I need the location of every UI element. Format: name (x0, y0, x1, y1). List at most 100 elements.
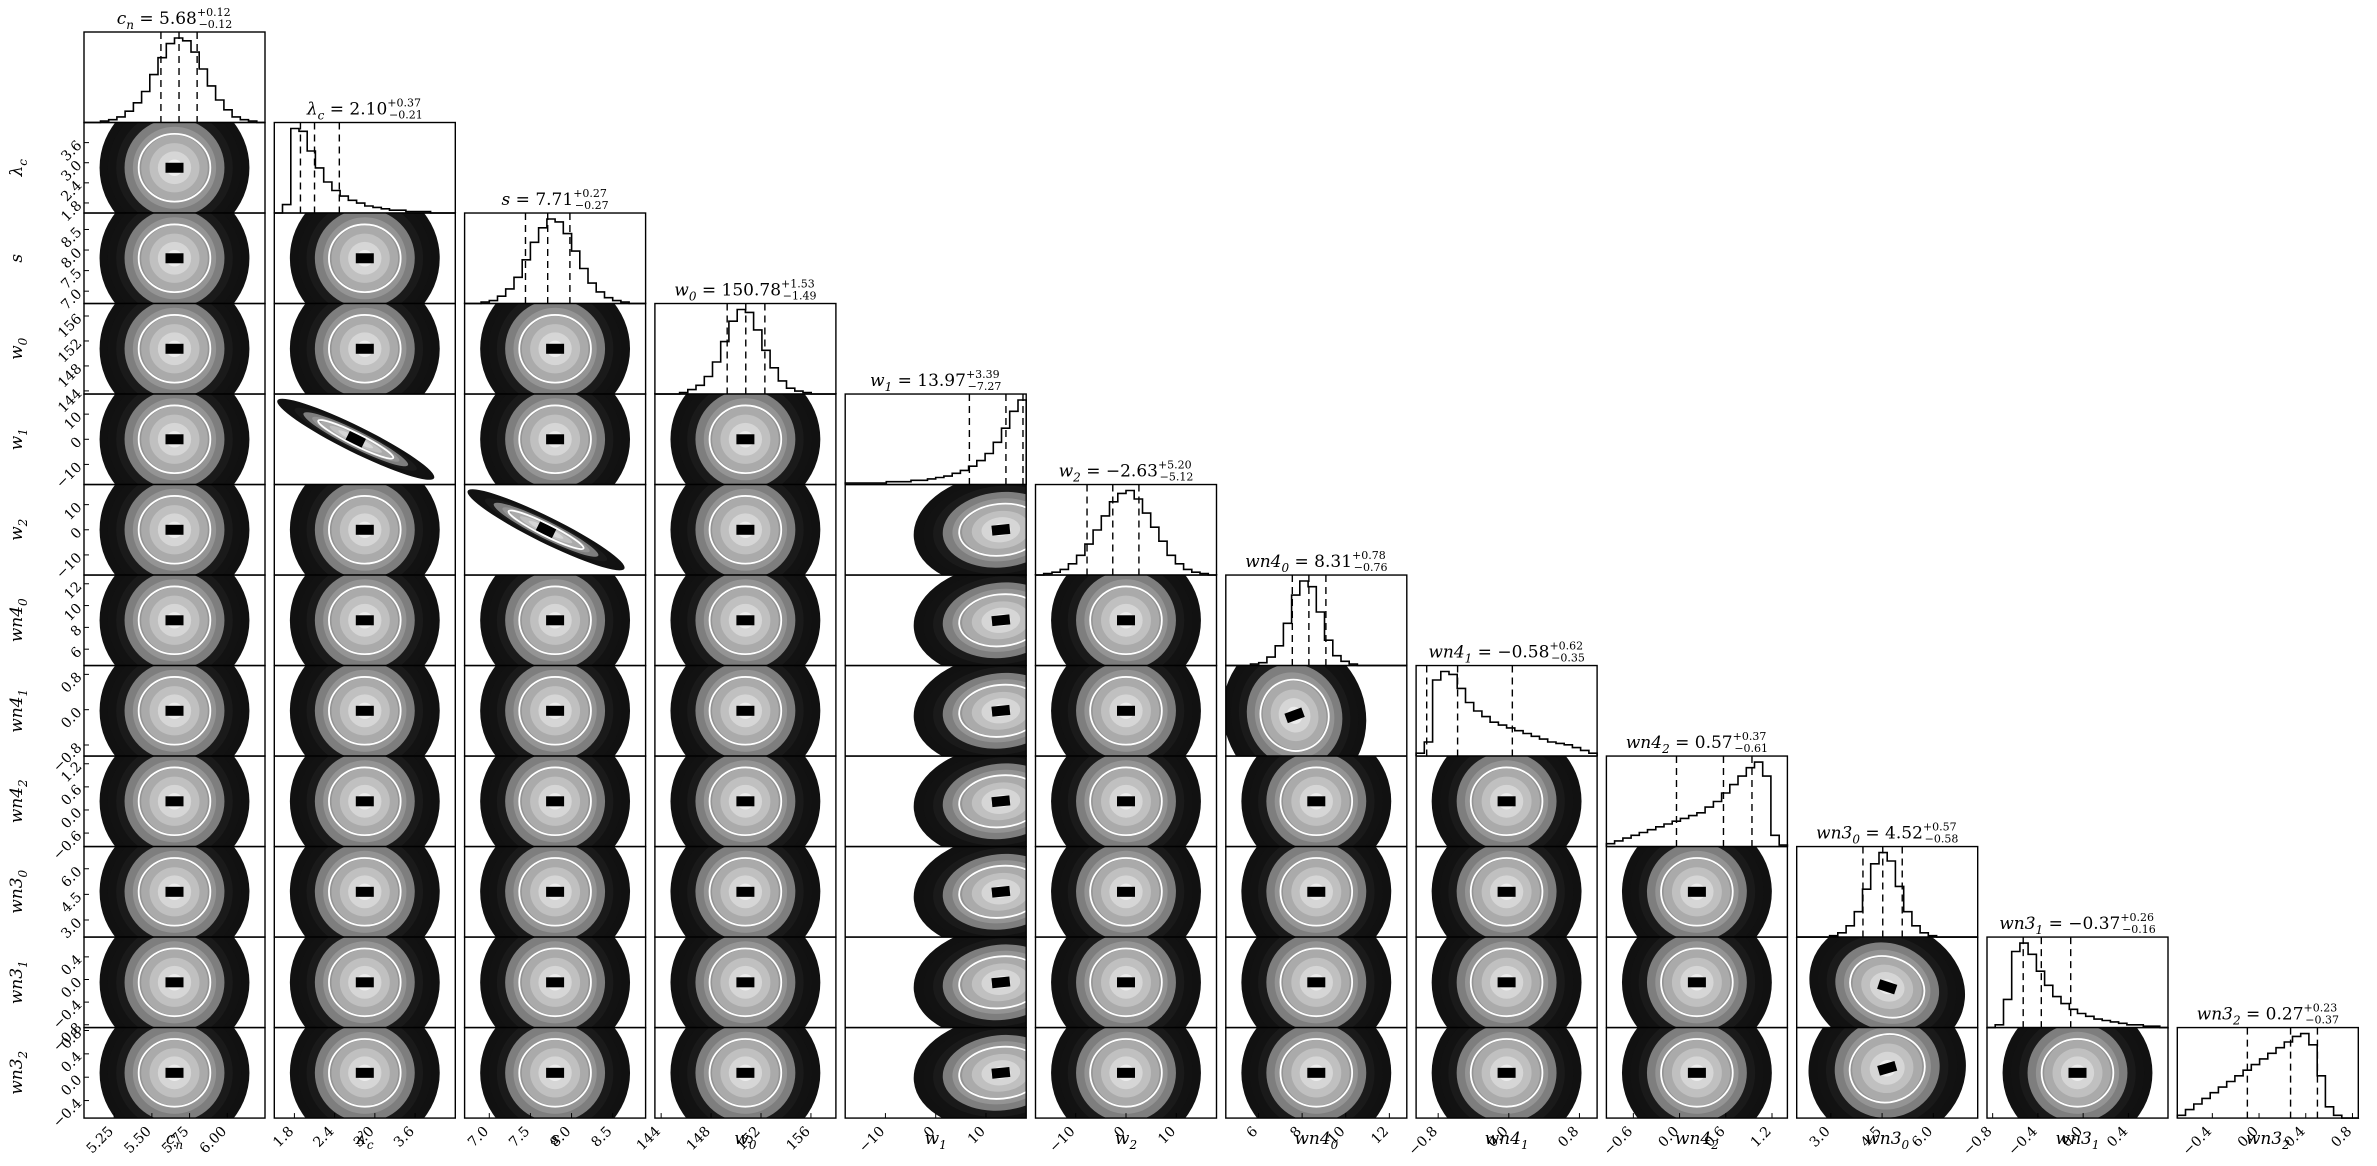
x-tick-label: −10 (1046, 1124, 1078, 1156)
contour-line (1660, 857, 1734, 927)
density-panel-wn4_2-vs-wn3_2 (1605, 1026, 1789, 1119)
x-axis-label-wn4_1: wn41 (1485, 1129, 1529, 1152)
contour-line (1279, 857, 1354, 927)
x-tick-label: 12 (1368, 1124, 1392, 1148)
histogram-c_n (84, 37, 265, 124)
y-tick-label: 0 (68, 434, 86, 452)
histogram-wn3_2 (2176, 1032, 2360, 1119)
y-axis-label-w_2: w2 (7, 519, 30, 541)
density-panel-w_0-vs-wn4_0 (654, 574, 837, 667)
contour-line (1089, 766, 1163, 837)
panel-frame (2176, 1026, 2360, 1119)
histogram-wn3_0 (1795, 851, 1979, 938)
density-peak (1117, 886, 1135, 897)
panel-title-w_0: w0 = 150.78+1.53 −1.49 (674, 278, 816, 304)
density-peak (1687, 977, 1706, 988)
panel-title-wn3_2: wn32 = 0.27+0.23 −0.37 (2197, 1002, 2339, 1028)
contour-line (518, 676, 592, 746)
panel-title-c_n: cn = 5.68+0.12 −0.12 (117, 6, 233, 32)
density-panel-c_n-vs-w_0 (83, 302, 266, 395)
panel-frame (273, 1026, 456, 1119)
density-peak (736, 705, 755, 716)
density-peak (2068, 1067, 2087, 1078)
panel-title-wn4_1: wn41 = −0.58+0.62 −0.35 (1428, 640, 1585, 666)
density-panel-w_1-vs-w_2 (844, 483, 1027, 576)
contour-line (328, 223, 402, 294)
y-tick-label: 0.0 (58, 805, 85, 832)
density-peak (165, 434, 184, 445)
hist-panel-wn4_1: wn41 = −0.58+0.62 −0.35 (1415, 640, 1598, 757)
density-peak (1877, 979, 1898, 995)
x-tick-label: 6.0 (1909, 1124, 1936, 1151)
contour-line (958, 1045, 1027, 1100)
density-peak (355, 524, 374, 535)
density-panel-c_n-vs-wn3_1 (83, 936, 266, 1029)
density-panel-c_n-vs-w_2 (83, 483, 266, 576)
histogram-λ_c (273, 127, 457, 214)
contour-line (328, 857, 402, 927)
density-panel-λ_c-vs-wn3_1 (273, 936, 456, 1029)
x-tick-label: −0.8 (1406, 1124, 1441, 1159)
x-tick-label: 144 (634, 1124, 664, 1154)
hist-panel-wn3_0: wn30 = 4.52+0.57 −0.58 (1795, 821, 1979, 938)
y-tick-label: 152 (55, 336, 85, 366)
contour-line (1089, 1038, 1163, 1108)
panel-title-wn3_1: wn31 = −0.37+0.26 −0.16 (1999, 911, 2156, 937)
density-peak (1117, 615, 1135, 626)
x-tick-label: −0.4 (2180, 1124, 2215, 1159)
x-axis-label-λ_c: λc (355, 1129, 374, 1152)
density-panel-w_1-vs-wn4_1 (844, 664, 1027, 757)
panel-title-wn3_0: wn30 = 4.52+0.57 −0.58 (1816, 821, 1958, 847)
density-panel-wn4_1-vs-wn4_2 (1415, 755, 1598, 848)
density-panel-s-vs-w_0 (463, 302, 647, 395)
density-peak (165, 343, 184, 354)
y-tick-label: 148 (55, 361, 85, 391)
contour-line (958, 502, 1027, 557)
y-tick-label: 0 (68, 525, 86, 543)
y-tick-label: 10 (61, 601, 85, 625)
contour-line (328, 676, 402, 746)
contour-line (1848, 1033, 1926, 1104)
contour-line (137, 947, 212, 1018)
contour-line (958, 593, 1027, 648)
contour-line (518, 1038, 592, 1108)
density-panel-c_n-vs-wn3_2 (83, 1026, 266, 1119)
contour-line (1089, 585, 1163, 656)
contour-line (708, 585, 783, 656)
panel-frame (1415, 664, 1598, 757)
y-tick-label: 3.0 (58, 915, 85, 942)
density-peak (546, 796, 565, 807)
density-panel-c_n-vs-s (83, 212, 266, 305)
density-panel-wn4_0-vs-wn3_0 (1225, 845, 1408, 938)
density-peak (546, 705, 565, 716)
density-peak (1307, 1067, 1326, 1078)
contour-line (518, 314, 592, 384)
density-panel-w_0-vs-wn3_1 (654, 936, 837, 1029)
y-tick-label: 0.8 (58, 669, 85, 696)
panel-frame (844, 393, 1027, 486)
contour-line (1279, 1038, 1354, 1108)
density-panel-wn3_0-vs-wn3_2 (1795, 1026, 1979, 1119)
contour-line (708, 857, 783, 927)
density-panel-wn4_1-vs-wn3_0 (1415, 845, 1598, 938)
density-panel-w_0-vs-w_1 (654, 393, 837, 486)
panel-frame (1034, 483, 1218, 576)
density-peak (345, 430, 367, 448)
contour-line (958, 774, 1027, 829)
density-peak (165, 615, 184, 626)
contour-line (1469, 857, 1544, 927)
density-panel-s-vs-wn4_0 (463, 574, 647, 667)
panel-title-wn4_2: wn42 = 0.57+0.37 −0.61 (1626, 730, 1768, 756)
contour-line (1469, 1038, 1544, 1108)
density-panel-wn3_0-vs-wn3_1 (1795, 936, 1979, 1029)
contour-line (1469, 947, 1544, 1018)
contour-line (518, 947, 592, 1018)
density-peak (546, 343, 565, 354)
density-peak (991, 523, 1011, 536)
density-peak (355, 977, 374, 988)
y-tick-label: 10 (61, 500, 85, 524)
density-peak (736, 796, 755, 807)
x-tick-label: 8.5 (588, 1124, 615, 1151)
contour-line (518, 585, 592, 656)
panel-title-w_2: w2 = −2.63+5.20 −5.12 (1059, 459, 1194, 485)
